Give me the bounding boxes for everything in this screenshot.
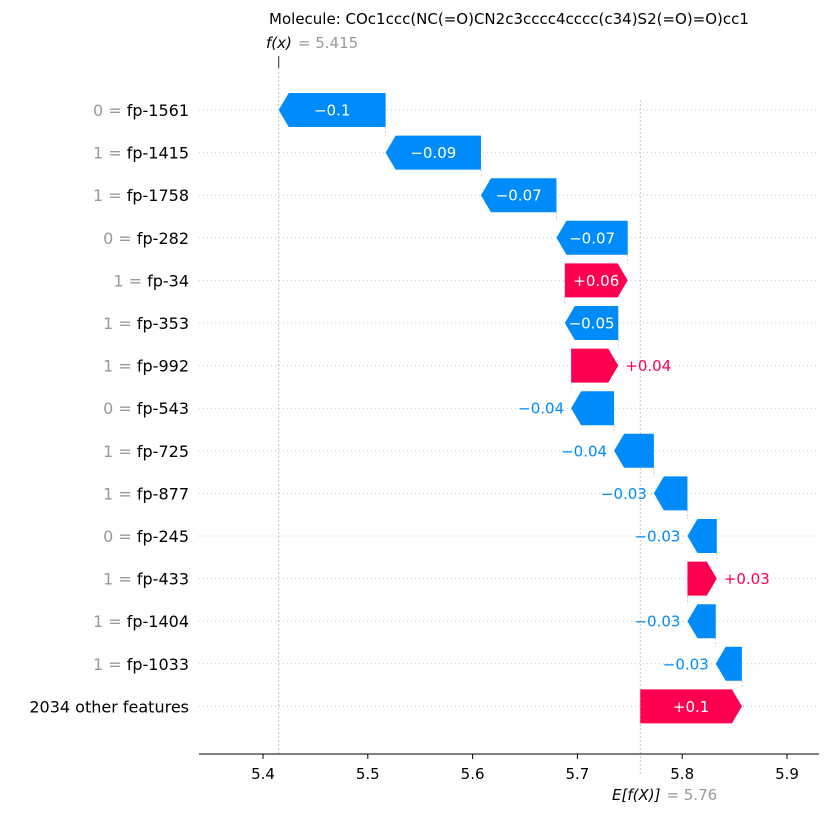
feature-name: fp-282 — [137, 229, 189, 248]
feature-name: fp-1033 — [127, 655, 189, 674]
y-label-fp-877: 1 = fp-877 — [103, 484, 189, 503]
feature-name: 2034 other features — [29, 697, 189, 716]
waterfall-bar-fp-282 — [556, 220, 628, 255]
waterfall-bar-fp-1404 — [687, 604, 716, 639]
feature-name: fp-992 — [137, 357, 189, 376]
fx-annotation: f(x) = 5.415 — [266, 34, 358, 52]
bar-value-label: +0.06 — [573, 272, 619, 290]
feature-value: 0 = — [93, 101, 127, 120]
x-tick-label: 5.5 — [356, 765, 380, 783]
y-label-fp-1404: 1 = fp-1404 — [93, 612, 189, 631]
feature-value: 0 = — [103, 399, 137, 418]
feature-name: fp-245 — [137, 527, 189, 546]
bar-value-label: −0.05 — [569, 315, 615, 333]
waterfall-bar-fp-1033 — [715, 646, 742, 681]
feature-name: fp-34 — [147, 271, 189, 290]
efx-symbol: E[f(X)] — [612, 786, 661, 804]
feature-name: fp-1404 — [127, 612, 189, 631]
x-tick-label: 5.6 — [461, 765, 485, 783]
x-axis: 5.4 5.5 5.6 5.7 5.8 5.9 — [199, 753, 819, 783]
y-label-fp-1415: 1 = fp-1415 — [93, 144, 189, 163]
bar-value-label: −0.03 — [634, 528, 680, 546]
feature-value: 1 = — [93, 186, 127, 205]
x-tick-label: 5.4 — [251, 765, 275, 783]
x-tick-label: 5.7 — [565, 765, 589, 783]
bar-value-label: −0.1 — [314, 102, 350, 120]
bar-value-label: −0.04 — [518, 400, 564, 418]
feature-value: 1 = — [113, 271, 147, 290]
waterfall-bar-fp-1758 — [480, 178, 557, 213]
bar-value-label: +0.03 — [724, 570, 770, 588]
y-label-fp-1033: 1 = fp-1033 — [93, 655, 189, 674]
feature-name: fp-877 — [137, 484, 189, 503]
feature-value: 0 = — [103, 229, 137, 248]
bar-value-label: −0.04 — [561, 442, 607, 460]
bar-value-label: +0.1 — [673, 698, 709, 716]
bar-value-label: −0.03 — [634, 613, 680, 631]
y-label-fp-282: 0 = fp-282 — [103, 229, 189, 248]
x-tick-label: 5.9 — [775, 765, 799, 783]
waterfall-bar-fp-1415 — [385, 135, 481, 170]
waterfall-bar-fp-353 — [564, 306, 619, 340]
fx-value: = 5.415 — [298, 34, 358, 52]
x-tick-label: 5.8 — [670, 765, 694, 783]
waterfall-bar-fp-725 — [614, 433, 654, 468]
y-label-fp-433: 1 = fp-433 — [103, 570, 189, 589]
waterfall-bar-fp-877 — [653, 476, 688, 511]
feature-name: fp-543 — [137, 399, 189, 418]
y-label-2034 other features: 2034 other features — [29, 697, 189, 716]
y-label-fp-725: 1 = fp-725 — [103, 442, 189, 461]
feature-value: 1 = — [103, 314, 137, 333]
y-label-fp-1758: 1 = fp-1758 — [93, 186, 189, 205]
fx-symbol: f(x) — [266, 34, 292, 52]
feature-value: 0 = — [103, 527, 137, 546]
waterfall-bar-fp-992 — [571, 348, 619, 383]
fx-label: f(x) = 5.415 — [266, 34, 358, 52]
feature-name: fp-433 — [137, 570, 189, 589]
bar-value-label: −0.03 — [663, 655, 709, 673]
feature-value: 1 = — [103, 357, 137, 376]
bar-value-label: −0.09 — [410, 144, 456, 162]
feature-name: fp-1561 — [127, 101, 189, 120]
waterfall-bar-fp-433 — [687, 561, 717, 596]
y-label-fp-543: 0 = fp-543 — [103, 399, 189, 418]
waterfall-bar-fp-543 — [571, 391, 615, 426]
waterfall-bar-fp-34 — [564, 263, 628, 298]
efx-value: = 5.76 — [666, 786, 717, 804]
bar-value-label: −0.07 — [496, 187, 542, 205]
y-label-fp-1561: 0 = fp-1561 — [93, 101, 189, 120]
efx-label: E[f(X)] = 5.76 — [612, 786, 717, 804]
feature-name: fp-1758 — [127, 186, 189, 205]
feature-name: fp-353 — [137, 314, 189, 333]
feature-value: 1 = — [103, 442, 137, 461]
bar-value-label: +0.04 — [625, 357, 671, 375]
reference-lines — [278, 56, 743, 774]
feature-name: fp-725 — [137, 442, 189, 461]
y-label-fp-34: 1 = fp-34 — [113, 271, 189, 290]
feature-value: 1 = — [93, 655, 127, 674]
feature-value: 1 = — [103, 484, 137, 503]
chart-title: Molecule: COc1ccc(NC(=O)CN2c3cccc4cccc(c… — [269, 10, 749, 28]
y-label-fp-353: 1 = fp-353 — [103, 314, 189, 333]
waterfall-bar-2034 other features — [640, 689, 742, 724]
feature-value: 1 = — [103, 570, 137, 589]
bars-layer: −0.1 −0.09 −0.07 −0.07 +0.06 −0.05 +0.04 −0.04 −… — [278, 93, 770, 724]
bar-value-label: −0.03 — [601, 485, 647, 503]
y-label-fp-245: 0 = fp-245 — [103, 527, 189, 546]
y-label-fp-992: 1 = fp-992 — [103, 357, 189, 376]
bar-value-label: −0.07 — [569, 229, 615, 247]
feature-name: fp-1415 — [127, 144, 189, 163]
waterfall-bar-fp-245 — [687, 519, 717, 553]
feature-value: 1 = — [93, 612, 127, 631]
feature-value: 1 = — [93, 144, 127, 163]
waterfall-bar-fp-1561 — [278, 93, 386, 127]
efx-annotation: E[f(X)] = 5.76 — [612, 786, 717, 804]
